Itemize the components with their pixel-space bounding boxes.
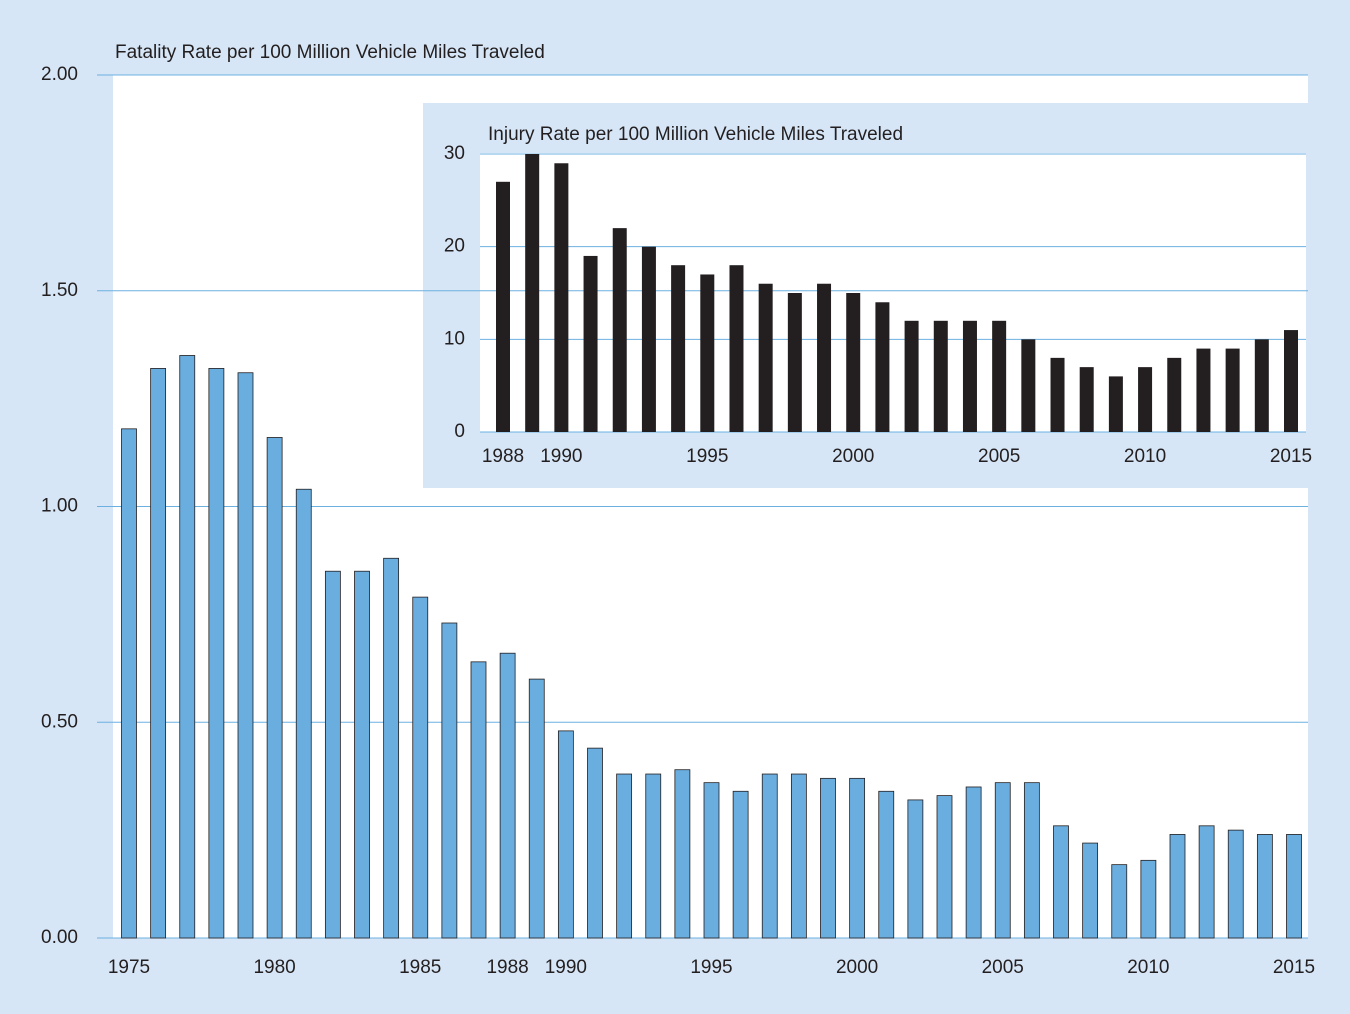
bar — [150, 368, 167, 939]
bar — [671, 265, 686, 432]
bar — [583, 255, 598, 432]
bar — [1079, 367, 1094, 432]
y-tick-label: 0.50 — [41, 711, 78, 732]
bar — [1284, 330, 1298, 432]
bar — [992, 320, 1007, 432]
y-tick-label: 30 — [444, 143, 465, 164]
bar — [412, 596, 429, 939]
bar — [965, 786, 982, 939]
inset-title: Injury Rate per 100 Million Vehicle Mile… — [488, 124, 903, 145]
bar — [933, 320, 948, 432]
bar — [266, 437, 283, 939]
bar — [761, 773, 778, 939]
bar — [1286, 834, 1302, 939]
bar — [846, 293, 861, 432]
bar — [1082, 842, 1099, 939]
bar — [383, 557, 400, 939]
y-tick-label: 0.00 — [41, 927, 78, 948]
bar — [1227, 829, 1244, 939]
x-tick-label: 1988 — [486, 957, 528, 978]
bar — [904, 320, 919, 432]
y-tick-label: 1.50 — [41, 280, 78, 301]
bar — [208, 368, 225, 939]
x-tick-label: 1988 — [482, 446, 524, 467]
x-tick-label: 2010 — [1124, 446, 1166, 467]
bar — [729, 265, 744, 432]
bar — [820, 777, 836, 939]
x-tick-label: 1990 — [540, 446, 582, 467]
y-tick-label: 10 — [444, 328, 465, 349]
x-tick-label: 1975 — [108, 957, 150, 978]
bar — [907, 799, 924, 939]
bar — [554, 163, 569, 432]
x-tick-label: 2000 — [836, 957, 878, 978]
bar — [1196, 348, 1211, 432]
bar — [121, 428, 137, 939]
bar — [496, 181, 510, 432]
chart-title: Fatality Rate per 100 Million Vehicle Mi… — [115, 42, 545, 63]
bar — [525, 154, 540, 432]
bar — [994, 782, 1011, 939]
bar — [700, 274, 715, 432]
x-tick-label: 2000 — [832, 446, 874, 467]
bar — [1198, 825, 1215, 939]
bar — [787, 293, 802, 432]
bar — [1167, 357, 1182, 432]
inset-plot-area — [480, 153, 1306, 432]
x-tick-label: 2010 — [1127, 957, 1169, 978]
bar — [616, 773, 633, 939]
bar — [1138, 367, 1153, 432]
bar — [441, 622, 458, 939]
bar — [1111, 864, 1128, 939]
bar — [875, 302, 890, 432]
bar — [1050, 357, 1065, 432]
bar — [587, 747, 603, 939]
bar — [354, 570, 370, 939]
bar — [237, 372, 254, 939]
bar — [732, 790, 749, 939]
bar — [703, 782, 720, 939]
x-tick-label: 2015 — [1270, 446, 1312, 467]
bar — [470, 661, 487, 939]
bar — [1140, 859, 1157, 939]
x-tick-label: 1980 — [253, 957, 295, 978]
bar — [1254, 339, 1269, 432]
x-tick-label: 1995 — [686, 446, 728, 467]
bar — [324, 570, 341, 939]
bar — [1225, 348, 1240, 432]
bar — [790, 773, 807, 939]
bar — [1108, 376, 1123, 432]
bar — [758, 283, 773, 432]
bar — [641, 246, 656, 432]
bar — [179, 355, 196, 939]
bar — [295, 488, 312, 939]
x-tick-label: 1995 — [690, 957, 732, 978]
bar — [612, 228, 627, 432]
bar — [878, 790, 895, 939]
bar — [499, 652, 516, 939]
y-tick-label: 1.00 — [41, 496, 78, 517]
bar — [645, 773, 662, 939]
bar — [1256, 834, 1273, 939]
x-tick-label: 2005 — [982, 957, 1024, 978]
bar — [1169, 834, 1186, 939]
bar — [557, 730, 574, 939]
y-tick-label: 20 — [444, 236, 465, 257]
x-tick-label: 1985 — [399, 957, 441, 978]
bar — [962, 320, 977, 432]
y-tick-label: 2.00 — [41, 64, 78, 85]
y-tick-label: 0 — [454, 421, 465, 442]
x-tick-label: 2005 — [978, 446, 1020, 467]
bar — [1053, 825, 1069, 939]
bar — [936, 795, 953, 939]
x-tick-label: 2015 — [1273, 957, 1315, 978]
bar — [849, 777, 866, 939]
bar — [1021, 339, 1036, 432]
bar — [817, 283, 832, 432]
x-tick-label: 1990 — [545, 957, 587, 978]
bar — [674, 769, 691, 939]
bar — [528, 678, 545, 939]
bar — [1023, 782, 1040, 939]
